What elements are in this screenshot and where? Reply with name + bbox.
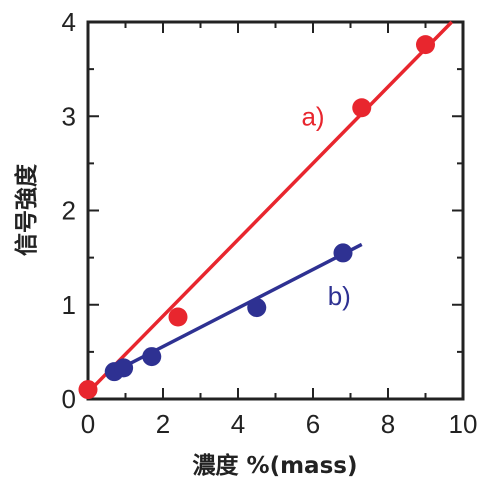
x-tick-label: 6 (306, 409, 320, 439)
data-points (78, 35, 435, 400)
fit-line-series-a (86, 20, 453, 394)
axis-ticks (87, 21, 464, 400)
series-label-b: b) (328, 281, 351, 311)
series-labels: a) b) (301, 102, 350, 311)
y-axis-title: 信号強度 (13, 163, 40, 256)
x-tick-label: 8 (381, 409, 395, 439)
tick-labels: 0 2 4 6 8 10 0 1 2 3 4 (62, 7, 478, 439)
data-point-series-b (247, 298, 267, 318)
y-tick-label: 3 (62, 101, 76, 131)
data-point-series-b (142, 347, 162, 367)
data-point-series-b (114, 358, 134, 378)
plot-frame (86, 20, 465, 401)
x-tick-label: 2 (156, 409, 170, 439)
y-tick-label: 4 (62, 7, 76, 37)
x-tick-label: 0 (81, 409, 95, 439)
data-point-series-a (416, 35, 435, 55)
y-tick-label: 0 (62, 384, 76, 414)
data-point-series-a (352, 98, 372, 118)
data-point-series-a (168, 307, 188, 327)
series-label-a: a) (301, 102, 324, 132)
y-tick-label: 2 (62, 196, 76, 226)
x-axis-title: 濃度 %(mass) (193, 452, 358, 479)
x-tick-label: 10 (449, 409, 478, 439)
fit-lines (86, 20, 453, 394)
x-tick-label: 4 (231, 409, 245, 439)
data-point-series-b (333, 243, 353, 263)
data-point-series-a (78, 380, 98, 400)
y-tick-label: 1 (62, 290, 76, 320)
